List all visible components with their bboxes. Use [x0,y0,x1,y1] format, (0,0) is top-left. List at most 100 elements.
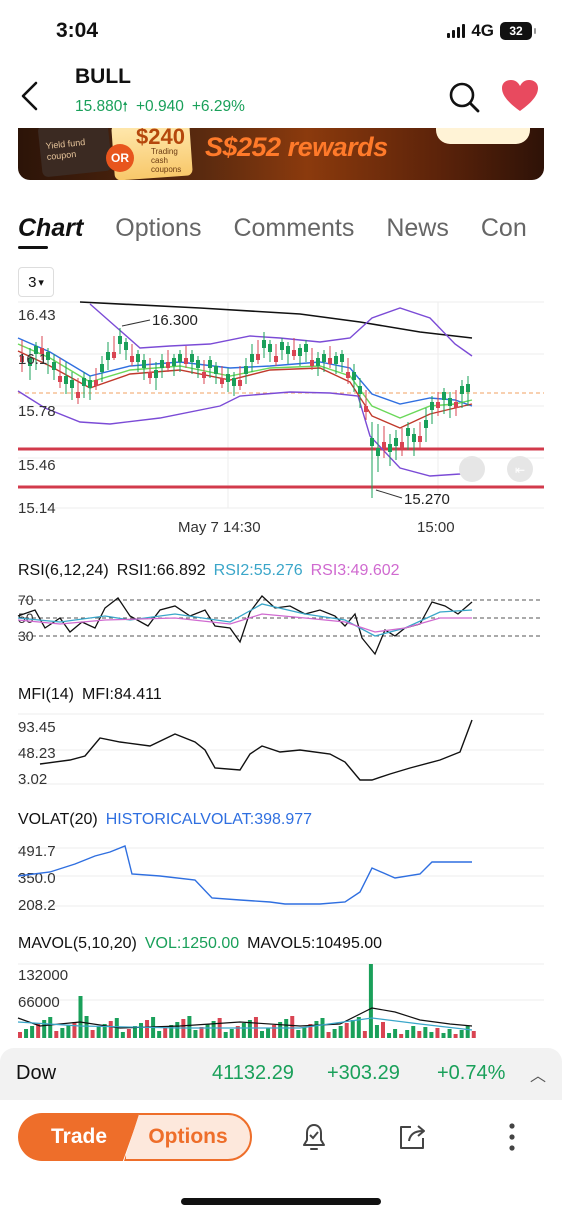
volume-bar [278,1022,283,1038]
draw-tool-icon[interactable] [459,456,485,482]
network-label: 4G [471,21,494,40]
volume-bar [447,1029,452,1038]
y-tick: 15.78 [18,403,56,420]
candle [142,360,146,368]
candle [28,358,32,366]
volume-bar [108,1021,113,1038]
candle [214,366,218,374]
mfi-chart[interactable]: 93.45 48.23 3.02 [0,712,562,788]
volume-bar [381,1022,385,1038]
trade-button[interactable]: Trade [18,1113,140,1161]
vol-tick: 66000 [18,994,60,1011]
watchlist-heart-icon[interactable] [500,78,540,114]
volat-legend: VOLAT(20) HISTORICALVOLAT:398.977 [18,811,312,829]
volume-bar [362,1031,367,1038]
volume-bar [296,1030,301,1038]
price-quote: 15.880🠕 +0.940 +6.29% [75,98,245,120]
volume-bar [139,1023,143,1038]
volume-bar [145,1020,150,1038]
candle [388,444,392,452]
volume-bar [120,1032,125,1038]
options-button[interactable]: Options [124,1113,252,1161]
index-change: +303.29 [327,1062,400,1084]
volume-bar [356,1017,361,1038]
volume-bars [18,964,476,1038]
volume-bar [272,1025,277,1038]
chevron-up-icon[interactable]: ︿ [530,1068,547,1085]
index-ticker-bar[interactable]: Dow 41132.29 +303.29 +0.74% ︿ [0,1048,562,1100]
volume-bar [84,1016,89,1038]
mfi-tick: 3.02 [18,771,47,788]
claim-now-button[interactable] [436,128,530,144]
volat-tick: 208.2 [18,897,56,914]
search-icon[interactable] [447,80,481,114]
volatility-chart[interactable]: 491.7 350.0 208.2 [0,836,562,914]
rsi2-line [17,603,473,637]
tab-company[interactable]: Con [480,214,527,242]
candle [328,358,332,364]
last-price: 15.880 [75,98,123,115]
volume-bar [247,1020,252,1038]
detail-tabs: Chart Options Comments News Con [18,214,527,249]
promo-banner[interactable]: Yield fund coupon $240 Trading cash coup… [18,128,544,180]
mfi-tick: 93.45 [18,719,56,736]
candle [418,436,422,442]
home-indicator [181,1198,381,1205]
volume-bar [453,1034,458,1038]
bollinger-upper [89,303,473,357]
candle [136,354,140,362]
share-icon[interactable] [397,1122,429,1152]
rsi-chart[interactable]: 70 50 30 [0,588,562,660]
price-alert-icon[interactable] [298,1121,330,1153]
rsi2-value: RSI2:55.276 [213,562,303,579]
candle [196,360,200,368]
more-menu-icon[interactable] [505,1120,519,1154]
price-change-pct: +6.29% [191,98,245,115]
candle [280,342,284,350]
candle [352,372,356,380]
volume-chart[interactable]: 132000 66000 [0,960,562,1048]
volume-bar [90,1030,95,1038]
candle [160,360,164,368]
signal-icon [447,24,466,38]
candle [154,370,158,378]
candle [448,398,452,406]
volume-bar [229,1029,234,1038]
tab-comments[interactable]: Comments [233,214,355,242]
candle [202,372,206,378]
candle [70,380,74,388]
status-time: 3:04 [56,19,99,42]
candle [118,336,122,344]
coupon1-text: Yield fund coupon [45,136,86,162]
back-arrow-icon[interactable] [14,78,50,114]
tab-chart[interactable]: Chart [18,214,84,249]
candle [310,360,314,366]
tab-options[interactable]: Options [115,214,202,242]
candle [184,358,188,364]
tab-news[interactable]: News [386,214,449,242]
volume-bar [205,1024,210,1038]
volat-value: HISTORICALVOLAT:398.977 [105,811,313,828]
volume-bar [308,1024,313,1038]
candle [370,438,374,446]
volume-bar [290,1016,295,1038]
volume-bar [459,1030,464,1038]
reset-position-icon[interactable] [507,456,533,482]
status-indicators: 4G 32 [447,21,536,41]
bollinger-lower [17,390,473,477]
period-selector[interactable]: 3 ▾ [18,267,54,297]
candle [292,350,296,356]
rsi1-line [17,595,473,656]
volume-bar [163,1028,168,1038]
candle [454,402,458,408]
candle [220,378,224,384]
volume-bar [387,1033,392,1038]
candle [274,356,278,362]
volume-bar [429,1032,434,1038]
volume-bar [36,1023,41,1038]
index-name: Dow [16,1062,57,1084]
candle [178,354,182,362]
candle [232,378,236,386]
candle [466,384,470,392]
candlestick-chart[interactable]: 16.43 16.1 15.78 15.46 15.14 May 7 14:30… [0,296,562,546]
